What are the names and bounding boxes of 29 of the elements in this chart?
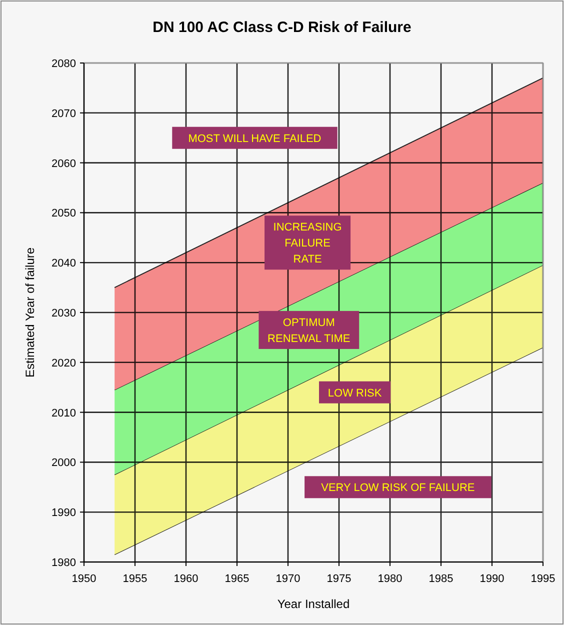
annotation: OPTIMUM RENEWAL TIME <box>268 316 350 345</box>
x-tick-label: 1990 <box>480 573 504 585</box>
chart-title: DN 100 AC Class C-D Risk of Failure <box>152 19 412 36</box>
y-tick-label: 1990 <box>52 507 76 520</box>
y-tick-label: 2020 <box>52 357 76 370</box>
x-tick-label: 1970 <box>276 573 300 585</box>
x-tick-label: 1995 <box>530 573 556 585</box>
y-tick-label: 2080 <box>52 58 76 70</box>
y-tick-label: 2010 <box>52 407 76 420</box>
annotation: MOST WILL HAVE FAILED <box>188 132 322 145</box>
x-tick-label: 1960 <box>174 573 198 585</box>
x-tick-label: 1950 <box>72 573 96 585</box>
x-tick-label: 1980 <box>378 573 402 585</box>
annotation: VERY LOW RISK OF FAILURE <box>321 482 475 494</box>
x-tick-label: 1985 <box>428 573 454 585</box>
y-tick-label: 2030 <box>52 308 76 320</box>
y-tick-label: 2070 <box>52 108 76 120</box>
x-tick-label: 1955 <box>122 573 148 585</box>
x-tick-label: 1975 <box>326 573 352 585</box>
y-tick-label: 2060 <box>52 158 76 170</box>
x-tick-label: 1965 <box>224 573 250 585</box>
y-tick-label: 2040 <box>52 258 76 270</box>
y-tick-label: 2000 <box>52 457 76 470</box>
y-tick-label: 1980 <box>52 557 76 569</box>
y-tick-label: 2050 <box>52 208 76 220</box>
annotation: LOW RISK <box>328 387 382 400</box>
x-axis-title: Year Installed <box>277 597 350 611</box>
y-axis-title: Estimated Year of failure <box>23 247 37 378</box>
annotation: INCREASING FAILURE RATE <box>273 222 342 266</box>
